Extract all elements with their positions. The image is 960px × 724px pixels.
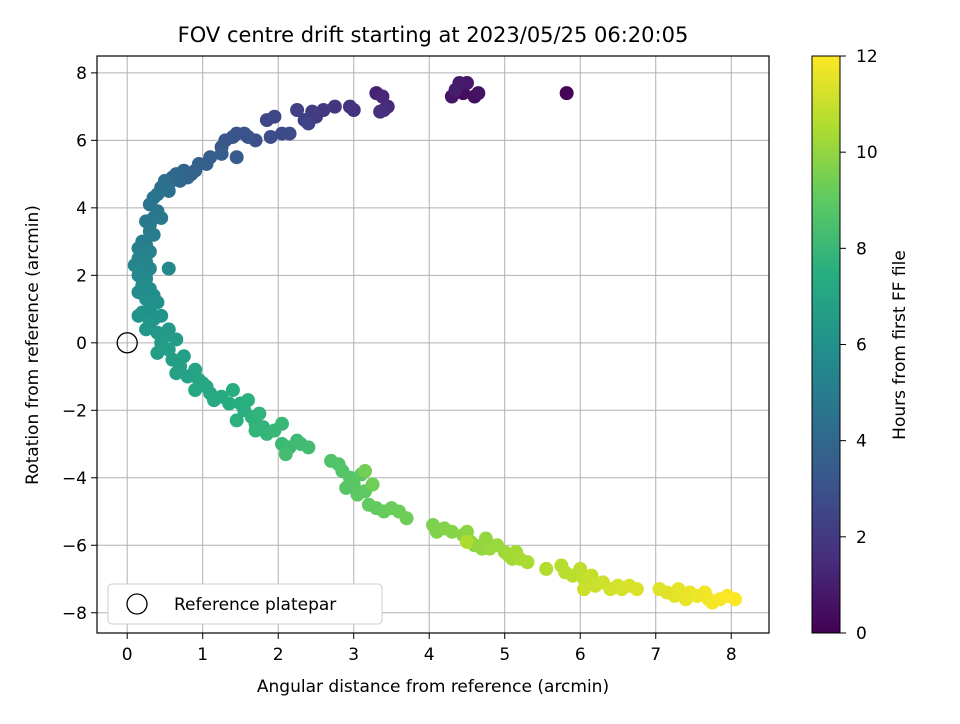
x-tick-label: 3 <box>348 645 359 665</box>
reference-marker <box>116 332 138 354</box>
plot-frame <box>96 55 770 634</box>
data-point <box>150 345 165 360</box>
data-point <box>161 261 176 276</box>
data-point <box>214 146 229 161</box>
data-point <box>444 524 459 539</box>
data-point <box>161 183 176 198</box>
data-point <box>301 116 316 131</box>
data-point <box>229 413 244 428</box>
y-tick-label: −4 <box>62 469 87 489</box>
y-axis-label: Rotation from reference (arcmin) <box>23 205 43 485</box>
data-point <box>520 555 535 570</box>
data-point <box>259 113 274 128</box>
x-tick-label: 6 <box>575 645 586 665</box>
data-point <box>131 308 146 323</box>
data-point <box>274 416 289 431</box>
data-point <box>728 592 743 607</box>
y-tick-label: 6 <box>76 131 87 151</box>
data-point <box>139 322 154 337</box>
x-tick-label: 0 <box>122 645 133 665</box>
data-point <box>365 477 380 492</box>
y-tick-label: −6 <box>62 536 87 556</box>
data-point <box>154 210 169 225</box>
data-point <box>229 150 244 165</box>
data-point <box>252 406 267 421</box>
data-point <box>358 464 373 479</box>
data-point <box>241 393 256 408</box>
data-point <box>577 582 592 597</box>
data-point <box>301 440 316 455</box>
data-point <box>342 99 357 114</box>
chart-title: FOV centre drift starting at 2023/05/25 … <box>178 23 689 47</box>
data-point <box>290 102 305 117</box>
y-tick-label: −8 <box>62 604 87 624</box>
colorbar-ticks: 0 2 4 6 8 10 12 <box>840 47 878 644</box>
y-axis-ticks: −8 −6 −4 −2 0 2 4 6 8 <box>62 64 97 624</box>
y-tick-label: 0 <box>76 334 87 354</box>
x-tick-label: 7 <box>650 645 661 665</box>
data-point <box>263 129 278 144</box>
legend-marker-icon <box>126 593 148 615</box>
data-point <box>399 511 414 526</box>
legend: Reference platepar <box>107 583 383 625</box>
scatter-points <box>116 75 743 610</box>
data-point <box>471 86 486 101</box>
colorbar-tick-label: 4 <box>856 432 867 452</box>
x-tick-label: 4 <box>424 645 435 665</box>
x-tick-label: 1 <box>197 645 208 665</box>
data-point <box>539 561 554 576</box>
data-point <box>459 534 474 549</box>
x-tick-label: 8 <box>726 645 737 665</box>
y-tick-label: 2 <box>76 266 87 286</box>
colorbar-gradient <box>811 55 841 634</box>
data-point <box>448 82 463 97</box>
data-point <box>327 99 342 114</box>
colorbar-tick-label: 0 <box>856 624 867 644</box>
x-axis-label: Angular distance from reference (arcmin) <box>257 677 609 697</box>
data-point <box>629 582 644 597</box>
data-point <box>278 447 293 462</box>
x-tick-label: 5 <box>499 645 510 665</box>
data-point <box>241 129 256 144</box>
data-point <box>222 396 237 411</box>
data-point <box>154 308 169 323</box>
data-point <box>169 332 184 347</box>
colorbar-label: Hours from first FF file <box>890 250 910 440</box>
colorbar-tick-label: 8 <box>856 239 867 259</box>
colorbar-tick-label: 6 <box>856 336 867 356</box>
data-point <box>559 86 574 101</box>
x-tick-label: 2 <box>273 645 284 665</box>
data-point <box>282 126 297 141</box>
data-point <box>188 383 203 398</box>
data-point <box>225 383 240 398</box>
colorbar: 0 2 4 6 8 10 12 Hours from first FF file <box>811 47 910 644</box>
data-point <box>146 227 161 242</box>
grid <box>97 56 769 633</box>
legend-label: Reference platepar <box>174 595 336 615</box>
data-point <box>248 423 263 438</box>
data-point <box>373 104 388 119</box>
colorbar-tick-label: 2 <box>856 528 867 548</box>
colorbar-tick-label: 12 <box>856 47 878 67</box>
data-point <box>169 366 184 381</box>
legend-box <box>107 583 383 625</box>
y-tick-label: −2 <box>62 401 87 421</box>
y-tick-label: 4 <box>76 199 87 219</box>
x-axis-ticks: 0 1 2 3 4 5 6 7 8 <box>122 633 737 665</box>
y-tick-label: 8 <box>76 64 87 84</box>
data-point <box>671 582 686 597</box>
colorbar-tick-label: 10 <box>856 143 878 163</box>
